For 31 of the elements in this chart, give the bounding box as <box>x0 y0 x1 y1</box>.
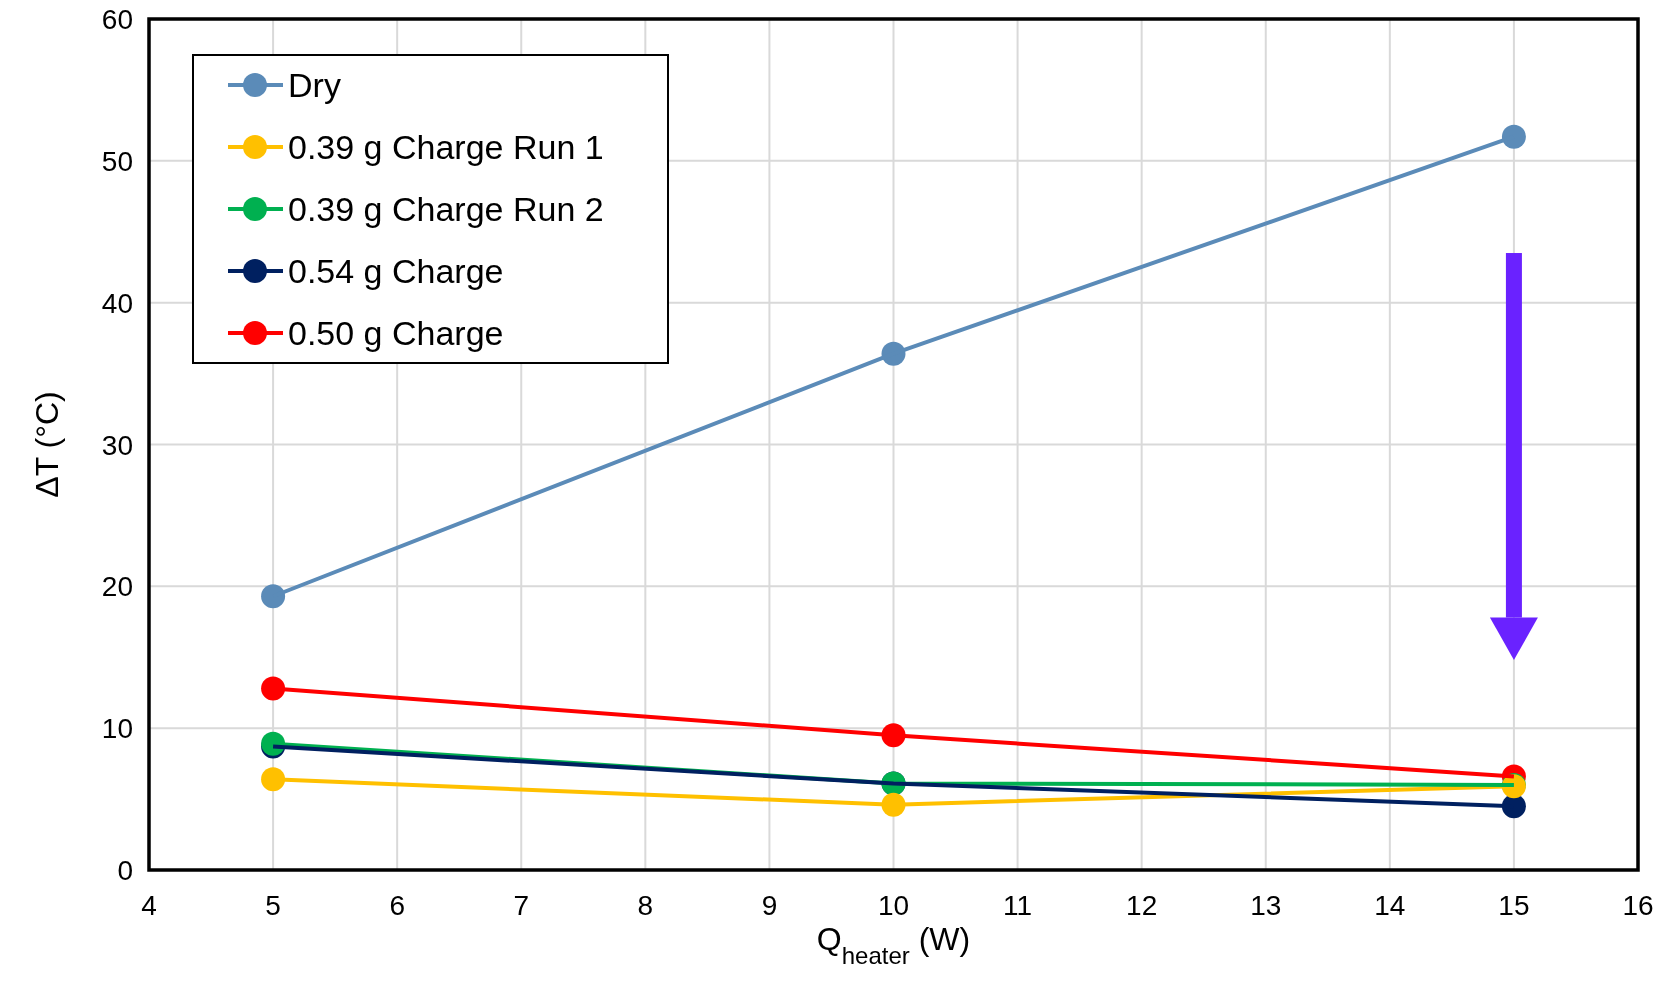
y-tick-label: 0 <box>117 855 133 886</box>
x-tick-label: 6 <box>389 890 405 921</box>
legend-label: 0.39 g Charge Run 2 <box>288 190 604 228</box>
legend-label: 0.54 g Charge <box>288 252 504 290</box>
point <box>261 584 286 609</box>
point <box>261 767 286 792</box>
x-tick-label: 4 <box>141 890 157 921</box>
x-tick-label: 7 <box>513 890 530 921</box>
y-tick-label: 10 <box>101 713 133 745</box>
x-tick-label: 12 <box>1126 890 1158 921</box>
x-tick-label: 8 <box>637 890 654 921</box>
y-tick-label: 50 <box>101 145 133 177</box>
x-axis-title: Q$_{heater}$ (W) <box>816 921 971 969</box>
point <box>261 676 286 701</box>
y-tick-label: 60 <box>101 4 133 35</box>
y-tick-label: 30 <box>101 429 133 461</box>
y-tick-label: 20 <box>101 571 133 603</box>
legend-label: 0.50 g Charge <box>288 314 504 352</box>
x-tick-label: 5 <box>265 890 281 921</box>
x-tick-label: 10 <box>877 890 910 921</box>
y-tick-label: 40 <box>101 287 133 319</box>
x-tick-label: 9 <box>761 890 778 921</box>
x-tick-label: 13 <box>1250 890 1282 921</box>
x-tick-label: 11 <box>1003 890 1033 921</box>
point <box>1501 124 1526 149</box>
x-tick-label: 14 <box>1374 890 1406 921</box>
legend-label: 0.39 g Charge Run 1 <box>288 128 604 166</box>
legend-label: Dry <box>288 66 341 104</box>
y-axis-title: ΔT (°C) <box>29 391 65 498</box>
x-tick-label: 15 <box>1498 890 1530 921</box>
x-tick-label: 16 <box>1622 890 1654 921</box>
